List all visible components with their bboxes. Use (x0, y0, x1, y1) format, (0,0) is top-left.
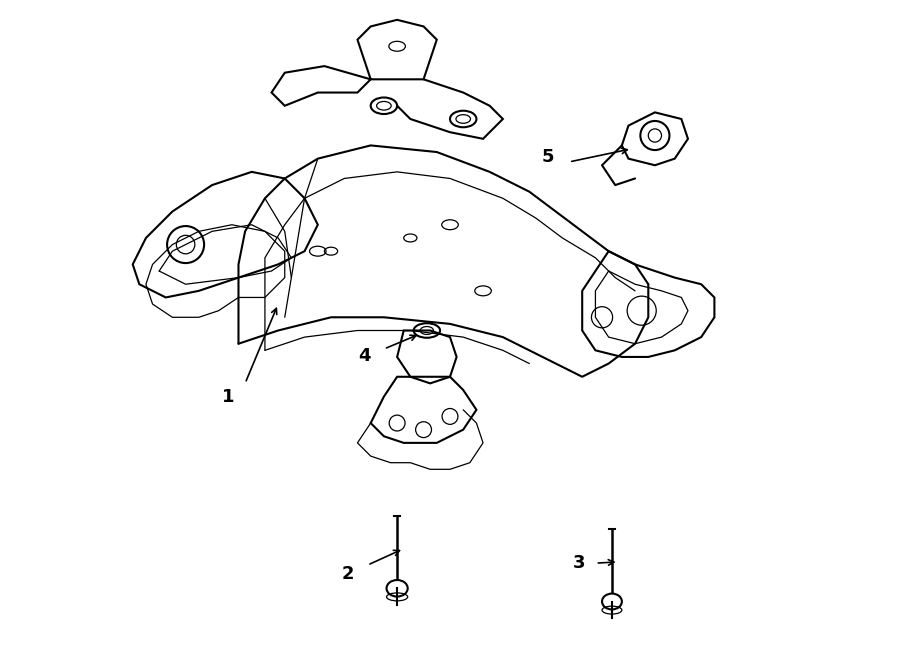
Text: 3: 3 (572, 554, 585, 572)
Text: 1: 1 (222, 387, 235, 406)
Text: 5: 5 (542, 148, 554, 167)
Text: 2: 2 (341, 564, 354, 583)
Text: 4: 4 (358, 346, 370, 365)
